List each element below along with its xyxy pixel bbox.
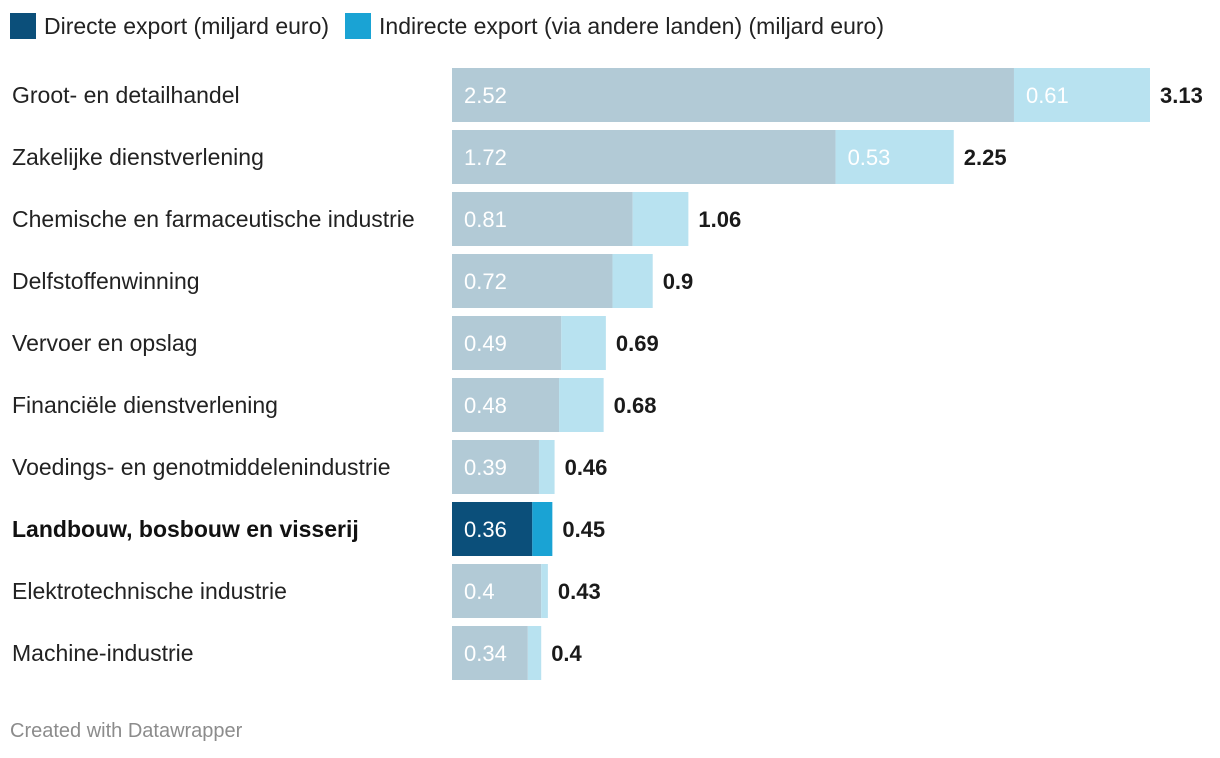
category-label-groot-en-detailhandel: Groot- en detailhandel [12,82,240,108]
category-label-voedings-en-genotmiddelenindustrie: Voedings- en genotmiddelenindustrie [12,454,391,480]
category-label-elektrotechnische-industrie: Elektrotechnische industrie [12,578,287,604]
bar-direct-machine-industrie [452,626,528,680]
bar-indirect-machine-industrie [527,626,542,680]
total-label-delfstoffenwinning: 0.9 [663,269,694,294]
category-label-landbouw-bosbouw-en-visserij: Landbouw, bosbouw en visserij [12,516,359,542]
total-label-elektrotechnische-industrie: 0.43 [558,579,601,604]
bar-direct-groot-en-detailhandel [452,68,1014,122]
total-label-vervoer-en-opslag: 0.69 [616,331,659,356]
bar-direct-chemische-en-farmaceutische-industrie [452,192,633,246]
bar-indirect-vervoer-en-opslag [561,316,606,370]
total-label-chemische-en-farmaceutische-industrie: 1.06 [698,207,741,232]
total-label-financiele-dienstverlening: 0.68 [614,393,657,418]
value-label-direct-vervoer-en-opslag: 0.49 [464,331,507,356]
bar-direct-voedings-en-genotmiddelenindustrie [452,440,539,494]
bar-indirect-chemische-en-farmaceutische-industrie [632,192,689,246]
bar-direct-zakelijke-dienstverlening [452,130,836,184]
legend-item-direct: Directe export (miljard euro) [10,13,329,40]
value-label-direct-chemische-en-farmaceutische-industrie: 0.81 [464,207,507,232]
category-label-chemische-en-farmaceutische-industrie: Chemische en farmaceutische industrie [12,206,415,232]
category-label-machine-industrie: Machine-industrie [12,640,194,666]
legend-swatch-direct [10,13,36,39]
bar-indirect-voedings-en-genotmiddelenindustrie [538,440,555,494]
legend-label-indirect: Indirecte export (via andere landen) (mi… [379,12,884,39]
total-label-zakelijke-dienstverlening: 2.25 [964,145,1007,170]
bar-direct-financiele-dienstverlening [452,378,560,432]
legend-swatch-indirect [345,13,372,39]
bar-indirect-financiele-dienstverlening [559,378,604,432]
total-label-voedings-en-genotmiddelenindustrie: 0.46 [565,455,608,480]
total-label-groot-en-detailhandel: 3.13 [1160,83,1203,108]
category-label-financiele-dienstverlening: Financiële dienstverlening [12,392,278,418]
value-label-direct-financiele-dienstverlening: 0.48 [464,393,507,418]
value-label-direct-machine-industrie: 0.34 [464,641,507,666]
bar-indirect-elektrotechnische-industrie [541,564,548,618]
category-label-delfstoffenwinning: Delfstoffenwinning [12,268,200,294]
legend-item-indirect: Indirecte export (via andere landen) (mi… [345,13,884,40]
chart-legend: Directe export (miljard euro) Indirecte … [10,10,900,42]
value-label-direct-delfstoffenwinning: 0.72 [464,269,507,294]
bar-indirect-groot-en-detailhandel [1013,68,1150,122]
bar-direct-elektrotechnische-industrie [452,564,542,618]
category-label-zakelijke-dienstverlening: Zakelijke dienstverlening [12,144,264,170]
value-label-indirect-groot-en-detailhandel: 0.61 [1026,83,1069,108]
bar-direct-vervoer-en-opslag [452,316,562,370]
value-label-direct-elektrotechnische-industrie: 0.4 [464,579,495,604]
value-label-direct-voedings-en-genotmiddelenindustrie: 0.39 [464,455,507,480]
bar-indirect-delfstoffenwinning [612,254,653,308]
total-label-machine-industrie: 0.4 [551,641,582,666]
bar-indirect-landbouw-bosbouw-en-visserij [532,502,553,556]
value-label-direct-groot-en-detailhandel: 2.52 [464,83,507,108]
legend-label-direct: Directe export (miljard euro) [44,12,330,39]
bar-chart: Groot- en detailhandel 2.52 0.61 3.13 Zakeli… [12,68,1203,680]
credit-text: Created with Datawrapper [10,720,243,742]
bar-indirect-zakelijke-dienstverlening [835,130,954,184]
value-label-indirect-zakelijke-dienstverlening: 0.53 [848,145,891,170]
value-label-direct-landbouw-bosbouw-en-visserij: 0.36 [464,517,507,542]
category-label-vervoer-en-opslag: Vervoer en opslag [12,330,197,356]
value-label-direct-zakelijke-dienstverlening: 1.72 [464,145,507,170]
bar-direct-delfstoffenwinning [452,254,613,308]
bar-direct-landbouw-bosbouw-en-visserij [452,502,533,556]
total-label-landbouw-bosbouw-en-visserij: 0.45 [562,517,605,542]
